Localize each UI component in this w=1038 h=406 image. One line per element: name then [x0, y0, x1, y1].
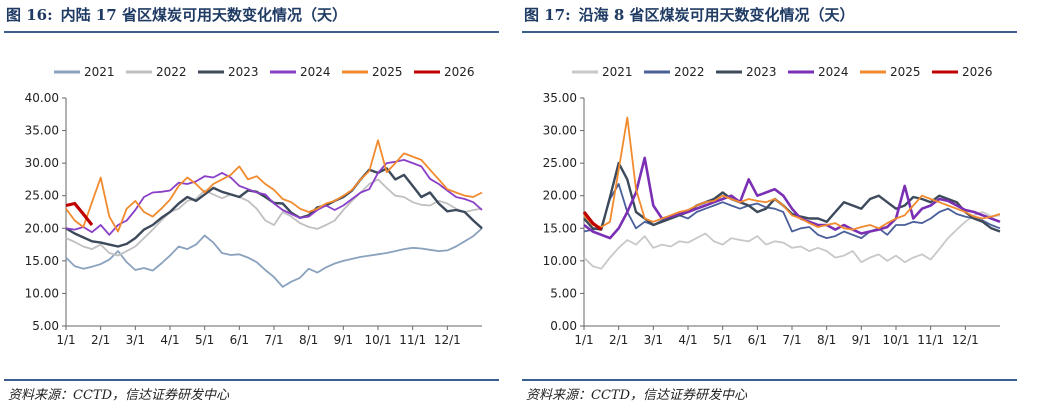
x-tick-label: 12/1 [952, 333, 979, 346]
source-divider [522, 379, 1017, 381]
x-tick-label: 2/1 [91, 333, 110, 346]
x-tick-label: 12/1 [434, 333, 461, 346]
y-tick-label: 30.00 [543, 124, 577, 138]
line-chart-inland: 2021 2022 2023 2024 2025 2026 5.00 10.00 15.00 20… [25, 65, 483, 346]
legend-label: 2024 [300, 65, 331, 79]
legend-item-2026: 2026 [932, 65, 993, 79]
x-tick-label: 3/1 [126, 333, 145, 346]
line-chart-coastal: 2021 2022 2023 2024 2025 2026 0.00 5.00 10.00 15.… [543, 65, 1001, 346]
series-line-2026 [65, 201, 94, 226]
x-tick-label: 8/1 [817, 333, 836, 346]
x-tick-label: 7/1 [264, 333, 283, 346]
series-line-2022 [583, 183, 1001, 239]
legend-label: 2022 [156, 65, 187, 79]
x-tick-label: 8/1 [299, 333, 318, 346]
legend-label: 2024 [818, 65, 849, 79]
legend-item-2026: 2026 [414, 65, 475, 79]
legend-label: 2025 [890, 65, 921, 79]
x-tick-label: 9/1 [852, 333, 871, 346]
chart-panel-inland: 图 16: 内陆 17 省区煤炭可用天数变化情况（天） 2021 2022 2023 2… [4, 0, 504, 406]
chart-title: 图 17: 沿海 8 省区煤炭可用天数变化情况（天） [524, 4, 855, 25]
legend-item-2022: 2022 [644, 65, 705, 79]
source-divider [4, 379, 499, 381]
legend-label: 2025 [372, 65, 403, 79]
figure-title: 沿海 8 省区煤炭可用天数变化情况（天） [578, 6, 855, 24]
y-tick-label: 20.00 [25, 221, 59, 235]
series-line-2022 [65, 178, 483, 257]
y-tick-label: 40.00 [25, 91, 59, 105]
chart-title: 图 16: 内陆 17 省区煤炭可用天数变化情况（天） [6, 4, 347, 25]
series-line-2024 [583, 156, 1001, 240]
title-divider [4, 31, 499, 33]
legend-item-2021: 2021 [54, 65, 115, 79]
legend: 2021 2022 2023 2024 2025 2026 [572, 65, 993, 79]
legend-item-2023: 2023 [716, 65, 777, 79]
y-tick-label: 35.00 [25, 124, 59, 138]
x-tick-label: 6/1 [230, 333, 249, 346]
legend-item-2025: 2025 [342, 65, 403, 79]
x-tick-label: 1/1 [56, 333, 75, 346]
legend: 2021 2022 2023 2024 2025 2026 [54, 65, 475, 79]
x-tick-label: 5/1 [713, 333, 732, 346]
figure-number: 图 16: [6, 6, 53, 24]
legend-label: 2023 [228, 65, 259, 79]
y-tick-label: 10.00 [543, 254, 577, 268]
x-tick-label: 1/1 [574, 333, 593, 346]
x-tick-label: 11/1 [399, 333, 426, 346]
legend-label: 2023 [746, 65, 777, 79]
series-line-2021 [65, 227, 483, 288]
axes: 5.00 10.00 15.00 20.00 25.00 30.00 35.00 40.00 1… [25, 91, 482, 346]
legend-label: 2021 [602, 65, 633, 79]
y-tick-label: 25.00 [25, 189, 59, 203]
y-tick-label: 30.00 [25, 156, 59, 170]
x-tick-label: 11/1 [917, 333, 944, 346]
x-tick-label: 4/1 [160, 333, 179, 346]
series-line-2025 [65, 139, 483, 233]
y-tick-label: 20.00 [543, 189, 577, 203]
legend-item-2025: 2025 [860, 65, 921, 79]
y-tick-label: 15.00 [543, 221, 577, 235]
legend-item-2024: 2024 [788, 65, 849, 79]
legend-label: 2021 [84, 65, 115, 79]
x-tick-label: 4/1 [678, 333, 697, 346]
series-line-2025 [583, 116, 1001, 231]
y-tick-label: 35.00 [543, 91, 577, 105]
x-tick-label: 5/1 [195, 333, 214, 346]
y-tick-label: 5.00 [32, 319, 59, 333]
legend-item-2021: 2021 [572, 65, 633, 79]
y-tick-label: 0.00 [550, 319, 577, 333]
x-tick-label: 2/1 [609, 333, 628, 346]
legend-label: 2026 [962, 65, 993, 79]
legend-item-2024: 2024 [270, 65, 331, 79]
y-tick-label: 5.00 [550, 286, 577, 300]
source-note: 资料来源：CCTD，信达证券研发中心 [526, 388, 747, 403]
y-tick-label: 10.00 [25, 286, 59, 300]
x-tick-label: 9/1 [334, 333, 353, 346]
legend-label: 2022 [674, 65, 705, 79]
legend-item-2023: 2023 [198, 65, 259, 79]
x-tick-label: 10/1 [365, 333, 392, 346]
chart-panel-coastal: 图 17: 沿海 8 省区煤炭可用天数变化情况（天） 2021 2022 2023 20… [522, 0, 1022, 406]
series-line-2026 [582, 211, 603, 231]
legend-item-2022: 2022 [126, 65, 187, 79]
x-tick-label: 6/1 [748, 333, 767, 346]
x-tick-label: 7/1 [782, 333, 801, 346]
series-line-2024 [65, 159, 483, 236]
figure-title: 内陆 17 省区煤炭可用天数变化情况（天） [60, 6, 347, 24]
series-group [65, 139, 483, 288]
series-group [582, 116, 1001, 270]
series-line-2021 [583, 211, 1001, 270]
x-tick-label: 10/1 [883, 333, 910, 346]
x-tick-label: 3/1 [644, 333, 663, 346]
source-note: 资料来源：CCTD，信达证券研发中心 [8, 388, 229, 403]
y-tick-label: 15.00 [25, 254, 59, 268]
y-tick-label: 25.00 [543, 156, 577, 170]
figure-number: 图 17: [524, 6, 571, 24]
title-divider [522, 31, 1017, 33]
axes: 0.00 5.00 10.00 15.00 20.00 25.00 30.00 35.00 1/… [543, 91, 1000, 346]
legend-label: 2026 [444, 65, 475, 79]
